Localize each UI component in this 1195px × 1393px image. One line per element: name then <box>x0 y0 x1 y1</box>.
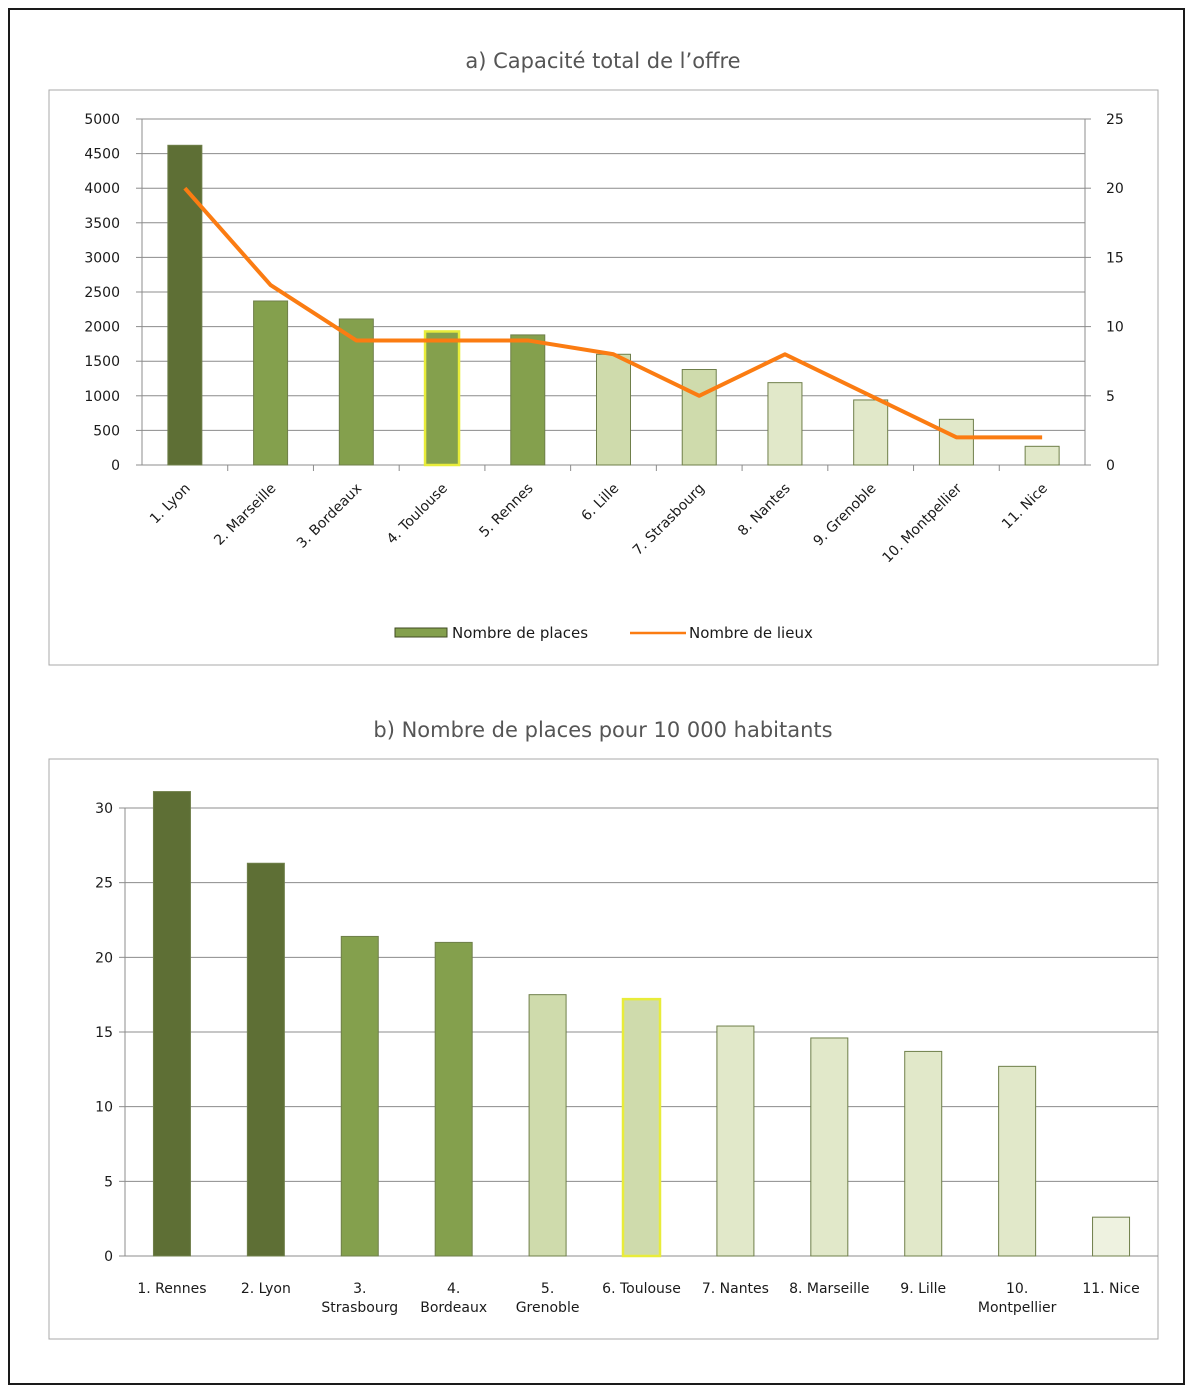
chart-a-bar <box>167 144 203 466</box>
chart-b-x-tick-label: 6. Toulouse <box>602 1281 681 1297</box>
chart-b-bars <box>152 791 1131 1258</box>
chart-a-left-tick-label: 1000 <box>84 389 120 405</box>
chart-a-plot-frame <box>48 89 1159 666</box>
chart-b-y-tick-label: 10 <box>95 1100 113 1116</box>
chart-b-plot-frame <box>48 758 1159 1340</box>
chart-a-right-tick-label: 25 <box>1106 112 1124 128</box>
figure-frame <box>8 8 1185 1385</box>
chart-a-bar <box>1024 445 1060 466</box>
chart-a-bar <box>596 353 631 466</box>
chart-a-line-series <box>183 186 1043 440</box>
chart-b-y-tick-label: 5 <box>104 1174 113 1190</box>
chart-b-y-tick-label: 0 <box>104 1249 113 1265</box>
chart-a-bars <box>167 144 1060 467</box>
chart-b-x-axis: 1. Rennes 2. Lyon 3. Strasbourg 4. Bordeaux 5.… <box>137 1281 1139 1316</box>
chart-b-x-tick-label: 3. <box>353 1281 366 1297</box>
chart-a-bar <box>423 330 461 467</box>
chart-a-left-tick-label: 3500 <box>84 216 120 232</box>
chart-a-right-tick-label: 10 <box>1106 320 1124 336</box>
chart-b-y-tick-label: 30 <box>95 801 113 817</box>
chart-a-gridlines <box>141 118 1086 466</box>
chart-a-left-axis: 0 500 1000 1500 2000 2500 3000 3500 4000 4500 5000 <box>84 112 142 474</box>
chart-a-right-axis: 0 5 10 15 20 25 <box>1085 112 1124 474</box>
legend-bar-label: Nombre de places <box>452 624 588 642</box>
chart-b-bar <box>528 994 567 1257</box>
chart-b-x-tick-label: Montpellier <box>978 1300 1057 1316</box>
chart-b-x-tick-label: Bordeaux <box>420 1300 487 1316</box>
chart-a-bar <box>338 318 374 466</box>
chart-a-x-tick-label: 10. Montpellier <box>879 480 965 566</box>
chart-a-x-axis: 1. Lyon 2. Marseille 3. Bordeaux 4. Toulous… <box>147 465 1051 566</box>
chart-a-line <box>183 186 1043 440</box>
chart-a-left-tick-label: 2000 <box>84 320 120 336</box>
chart-b-x-tick-label: Strasbourg <box>321 1300 398 1316</box>
chart-a-x-tick-label: 9. Grenoble <box>811 481 880 550</box>
chart-a-bar <box>938 418 974 466</box>
chart-a-bar <box>767 382 803 466</box>
chart-b-x-tick-label: 8. Marseille <box>789 1281 869 1297</box>
chart-b-x-tick-label: 10. <box>1006 1281 1028 1297</box>
chart-a-bar <box>853 399 889 466</box>
chart-b-bar <box>904 1050 943 1257</box>
chart-b-bar <box>152 791 191 1257</box>
chart-a-x-tick-label: 4. Toulouse <box>384 481 451 548</box>
chart-b-bar <box>810 1037 849 1257</box>
chart-b-bar <box>998 1065 1037 1257</box>
chart-b-x-tick-label: 1. Rennes <box>137 1281 206 1297</box>
chart-a-left-tick-label: 5000 <box>84 112 120 128</box>
chart-a-x-tick-label: 6. Lille <box>579 481 623 525</box>
chart-b-title: b) Nombre de places pour 10 000 habitant… <box>373 718 832 742</box>
chart-b-bar <box>716 1025 755 1257</box>
chart-b-bar <box>1092 1216 1131 1257</box>
chart-b-x-tick-label: 4. <box>447 1281 460 1297</box>
chart-b-x-tick-label: Grenoble <box>516 1300 580 1316</box>
chart-b-bar <box>434 941 473 1257</box>
chart-a-legend: Nombre de places Nombre de lieux <box>394 624 813 642</box>
chart-b-bar <box>246 862 285 1257</box>
chart-a-left-tick-label: 4500 <box>84 147 120 163</box>
chart-a-left-tick-label: 4000 <box>84 181 120 197</box>
legend-line-label: Nombre de lieux <box>689 624 813 642</box>
chart-a-x-tick-label: 5. Rennes <box>476 481 536 541</box>
chart-a-left-tick-label: 2500 <box>84 285 120 301</box>
chart-a-bar <box>510 334 546 466</box>
chart-b-y-tick-label: 15 <box>95 1025 113 1041</box>
chart-b-y-tick-label: 25 <box>95 876 113 892</box>
chart-a-x-tick-label: 1. Lyon <box>147 481 194 528</box>
chart-a-x-tick-label: 8. Nantes <box>735 481 794 540</box>
chart-a-x-tick-label: 7. Strasbourg <box>630 481 708 559</box>
chart-a-x-tick-label: 3. Bordeaux <box>294 481 365 552</box>
chart-a-left-tick-label: 1500 <box>84 354 120 370</box>
chart-a-left-tick-label: 0 <box>111 458 120 474</box>
chart-a-x-tick-label: 11. Nice <box>999 481 1051 533</box>
chart-a-x-tick-label: 2. Marseille <box>211 481 279 549</box>
legend-bar-swatch <box>394 627 448 638</box>
chart-a-title: a) Capacité total de l’offre <box>465 49 740 73</box>
chart-a-right-tick-label: 0 <box>1106 458 1115 474</box>
chart-a-left-tick-label: 500 <box>93 423 120 439</box>
chart-a-bar <box>681 369 717 466</box>
chart-a-right-tick-label: 5 <box>1106 389 1115 405</box>
chart-a-left-tick-label: 3000 <box>84 250 120 266</box>
chart-a-bar <box>253 300 289 466</box>
chart-a-right-tick-label: 15 <box>1106 250 1124 266</box>
chart-b-x-tick-label: 5. <box>541 1281 554 1297</box>
chart-b-x-tick-label: 11. Nice <box>1082 1281 1139 1297</box>
chart-b-bar <box>621 997 662 1258</box>
chart-b-bar <box>340 935 379 1257</box>
chart-b-x-tick-label: 2. Lyon <box>241 1281 291 1297</box>
chart-b-x-tick-label: 7. Nantes <box>702 1281 769 1297</box>
chart-b-y-tick-label: 20 <box>95 950 113 966</box>
chart-b-x-tick-label: 9. Lille <box>900 1281 946 1297</box>
chart-a-right-tick-label: 20 <box>1106 181 1124 197</box>
chart-b-y-axis: 0 5 10 15 20 25 30 <box>95 801 125 1265</box>
